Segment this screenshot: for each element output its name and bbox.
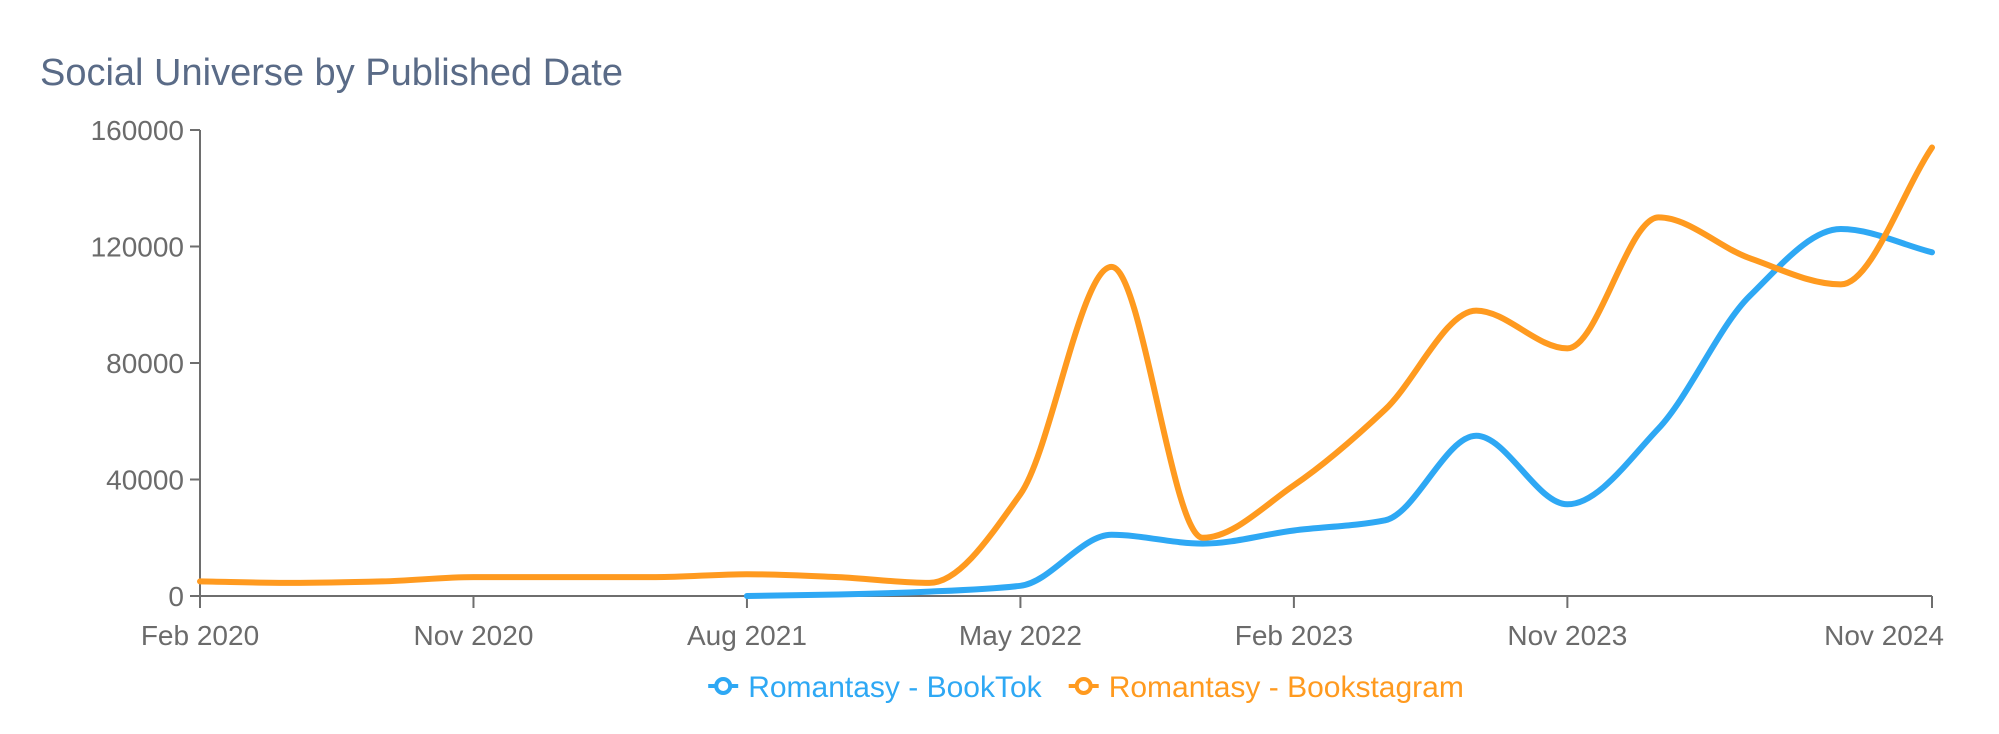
x-tick-label: Nov 2020	[414, 620, 534, 651]
legend-label: Romantasy - BookTok	[748, 671, 1042, 704]
legend-item-booktok[interactable]: Romantasy - BookTok	[708, 671, 1043, 704]
axes: 0 40000 80000 120000 160000 Feb 2020 Nov 2020 A…	[91, 115, 1944, 651]
y-tick-label: 120000	[91, 232, 184, 263]
x-tick-label: Nov 2024	[1824, 620, 1944, 651]
x-tick-label: May 2022	[959, 620, 1082, 651]
series-line	[743, 226, 1935, 599]
legend[interactable]: Romantasy - BookTok Romantasy - Bookstagr…	[708, 671, 1464, 704]
series-booktok	[743, 226, 1935, 599]
y-tick-label: 40000	[106, 465, 184, 496]
chart-title: Social Universe by Published Date	[40, 52, 623, 94]
series-bookstagram	[197, 144, 1935, 586]
x-tick-label: Feb 2020	[141, 620, 259, 651]
y-tick-label: 80000	[106, 348, 184, 379]
x-tick-label: Aug 2021	[687, 620, 807, 651]
legend-marker-icon	[714, 677, 733, 695]
legend-marker-icon	[1074, 677, 1093, 695]
legend-label: Romantasy - Bookstagram	[1109, 671, 1464, 704]
legend-item-bookstagram[interactable]: Romantasy - Bookstagram	[1068, 671, 1464, 704]
series-layer	[197, 144, 1935, 599]
series-line	[197, 144, 1935, 586]
x-tick-label: Feb 2023	[1235, 620, 1353, 651]
y-tick-label: 160000	[91, 115, 184, 146]
y-tick-label: 0	[168, 581, 184, 612]
x-tick-label: Nov 2023	[1507, 620, 1627, 651]
